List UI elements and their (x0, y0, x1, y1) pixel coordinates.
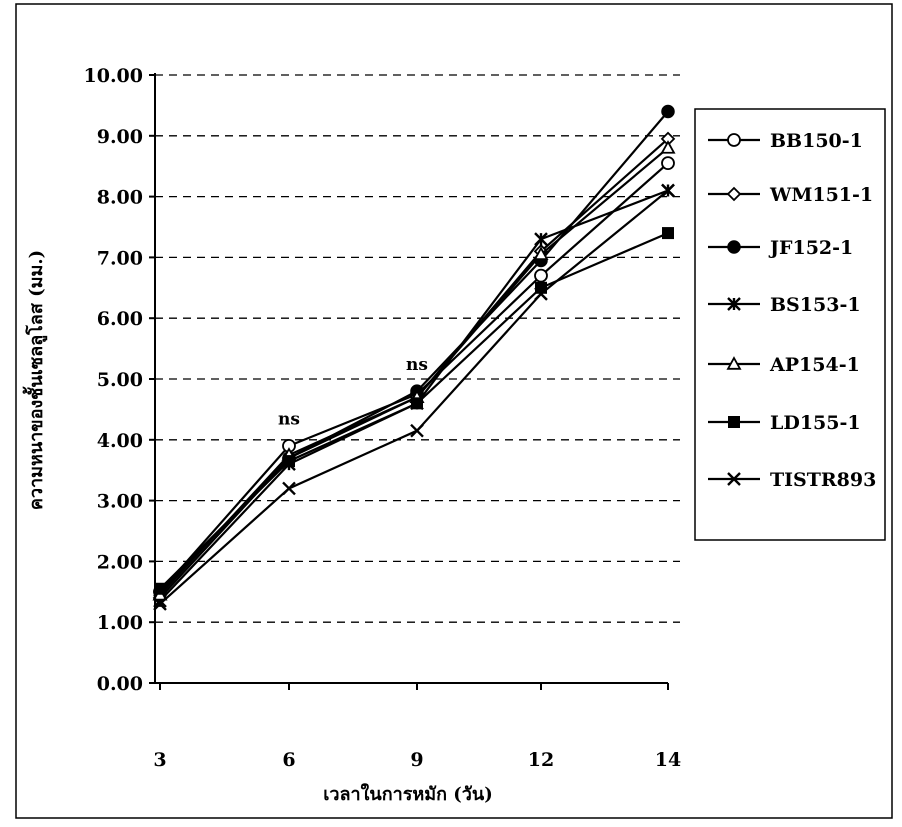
annotation-ns: ns (406, 355, 428, 375)
data-point (662, 227, 674, 240)
gridlines (155, 74, 680, 623)
legend-item: LD155-1 (708, 412, 861, 434)
x-tick-label: 3 (153, 749, 166, 771)
y-tick-label: 6.00 (97, 308, 143, 330)
legend-item: JF152-1 (708, 237, 853, 259)
y-tick-label: 8.00 (97, 187, 143, 209)
series-bb150-1 (153, 156, 675, 599)
legend-item: AP154-1 (708, 354, 860, 376)
x-tick-label: 14 (655, 749, 681, 771)
data-point (660, 140, 676, 154)
y-tick-label: 1.00 (97, 612, 143, 634)
data-point (661, 156, 675, 171)
y-axis-title: ความหนาของชั้นเซลลูโลส (มม.) (22, 250, 48, 510)
data-point (727, 297, 741, 311)
x-tick-label: 9 (410, 749, 423, 771)
series (152, 104, 676, 611)
data-point (727, 133, 741, 147)
chart-frame (15, 3, 893, 819)
legend-label: BS153-1 (770, 294, 861, 316)
y-tick-label: 0.00 (97, 673, 143, 695)
legend-item: BS153-1 (708, 294, 861, 316)
data-point (726, 186, 742, 202)
data-point (411, 397, 423, 410)
data-point (661, 183, 675, 198)
y-tick-label: 10.00 (84, 65, 144, 87)
y-tick-label: 5.00 (97, 369, 143, 391)
data-point (728, 416, 740, 428)
legend-item: WM151-1 (708, 184, 873, 206)
y-tick-label: 3.00 (97, 491, 143, 513)
data-point (283, 455, 295, 468)
data-point (727, 240, 741, 254)
y-tick-label: 2.00 (97, 551, 143, 573)
series-tistr893 (153, 183, 675, 611)
y-tick-label: 7.00 (97, 247, 143, 269)
legend-label: BB150-1 (770, 130, 863, 152)
y-tick-label: 9.00 (97, 126, 143, 148)
series-ld155-1 (154, 227, 674, 595)
data-point (727, 472, 741, 486)
annotation-ns: ns (278, 410, 300, 430)
data-point (154, 582, 166, 595)
x-axis-title: เวลาในการหมัก (วัน) (323, 783, 493, 805)
data-point (534, 268, 548, 283)
data-point (410, 423, 424, 438)
legend-item: BB150-1 (708, 130, 863, 152)
data-point (153, 597, 167, 611)
axes (149, 73, 669, 690)
legend-item: TISTR893 (708, 469, 876, 491)
y-tick-label: 4.00 (97, 430, 143, 452)
data-point (534, 232, 548, 247)
x-tick-labels: 3 6 9 12 14 (153, 749, 681, 771)
data-point (726, 356, 742, 370)
data-point (282, 481, 296, 496)
data-point (661, 104, 675, 119)
legend-box (694, 108, 886, 541)
legend-label: TISTR893 (770, 469, 876, 491)
series-line (159, 162, 669, 593)
x-tick-label: 12 (528, 749, 554, 771)
legend-label: AP154-1 (769, 354, 860, 376)
legend: BB150-1 WM151-1 JF152-1 BS153-1 AP154-1 LD155… (694, 108, 886, 541)
data-point (534, 287, 548, 301)
annotations: ns ns (278, 355, 428, 430)
legend-label: JF152-1 (768, 237, 853, 259)
data-point (535, 281, 547, 294)
data-point (533, 246, 549, 261)
legend-label: LD155-1 (770, 412, 861, 434)
x-tick-label: 6 (282, 749, 295, 771)
legend-label: WM151-1 (769, 184, 873, 206)
y-tick-labels: 0.00 1.00 2.00 3.00 4.00 5.00 6.00 7.00 8.00 9.00… (84, 65, 144, 695)
